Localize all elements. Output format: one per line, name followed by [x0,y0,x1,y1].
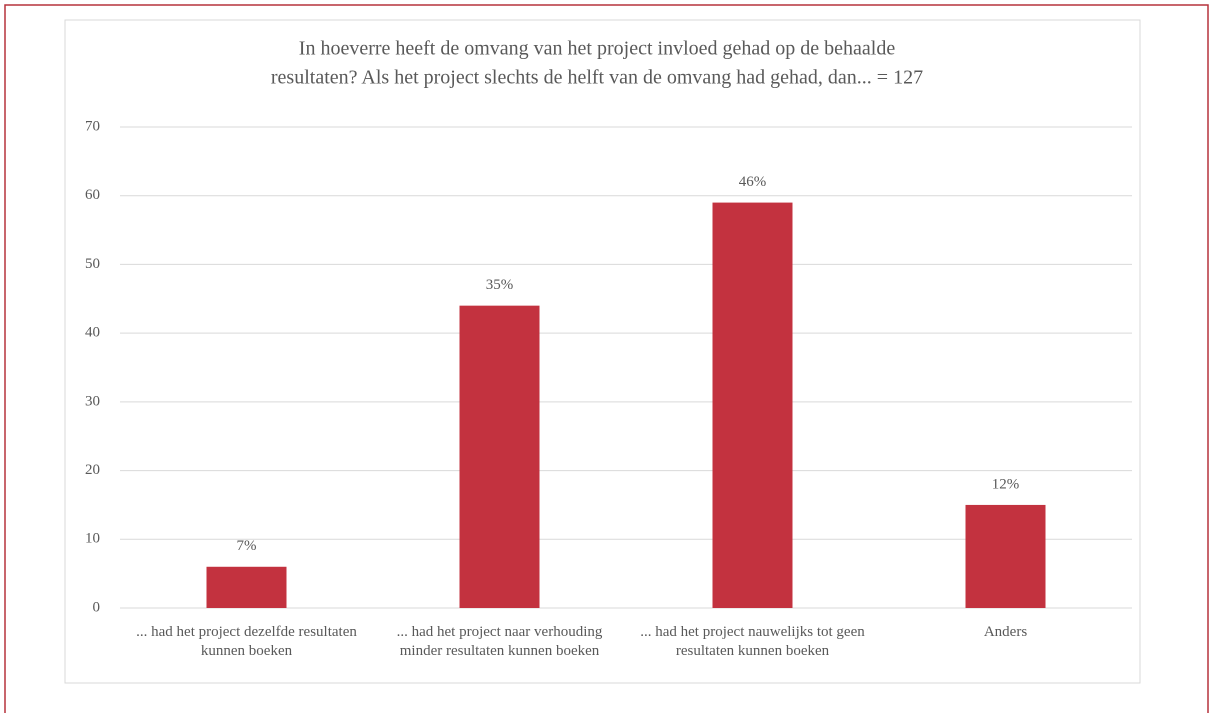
bar [712,202,793,609]
data-label: 46% [739,174,767,190]
y-tick-label: 40 [85,325,100,341]
y-tick-label: 70 [85,118,100,134]
frame [4,4,1209,713]
y-tick-label: 50 [85,256,100,272]
y-tick-label: 30 [85,393,100,409]
x-tick-label: ... had het project dezelfde resultaten … [136,624,357,659]
data-label: 35% [486,277,514,293]
y-tick-label: 60 [85,187,100,203]
y-tick-label: 0 [93,599,101,615]
chart-title: resultaten? Als het project slechts de h… [271,67,923,89]
x-tick-label: Anders [983,624,1028,640]
bar [459,305,540,608]
bar [965,504,1046,608]
y-tick-label: 10 [85,531,100,547]
bar [206,566,287,608]
x-tick-label: ... had het project naar verhouding mind… [396,624,603,659]
y-tick-label: 20 [85,462,100,478]
data-label: 12% [992,476,1020,492]
chart-title: In hoeverre heeft de omvang van het proj… [299,38,896,60]
data-label: 7% [237,538,257,554]
x-tick-label: ... had het project nauwelijks tot geen … [640,624,865,659]
